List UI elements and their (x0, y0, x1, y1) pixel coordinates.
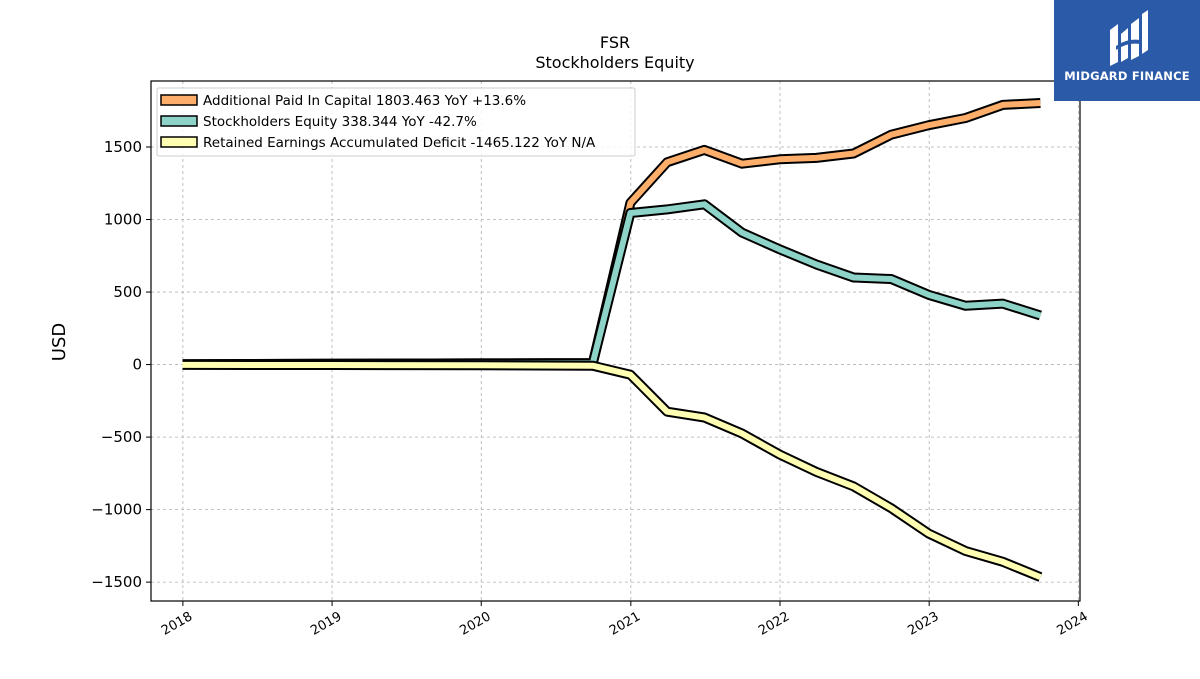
x-tick-label: 2018 (159, 609, 195, 639)
axis-ticks: −1500 −1000 −500 0 500 1000 1500 2018 2019 2020 20… (91, 138, 1090, 639)
series-line-outline (182, 359, 1043, 582)
chart-title: FSR (600, 33, 630, 52)
y-tick-label: 1000 (104, 211, 142, 229)
series-stockholders-equity (182, 199, 1042, 370)
series-retained-earnings-accumulated-deficit (182, 359, 1043, 582)
legend-swatch (160, 136, 198, 148)
y-tick-label: −1000 (91, 501, 142, 519)
legend: Additional Paid In Capital 1803.463 YoY … (156, 87, 636, 157)
grid (151, 81, 1080, 601)
x-tick-label: 2021 (607, 609, 643, 639)
x-tick-label: 2022 (756, 609, 792, 639)
legend-swatch (160, 94, 198, 106)
y-tick-label: −500 (101, 428, 142, 446)
y-tick-label: 0 (132, 356, 142, 374)
series-line (182, 361, 1042, 580)
plot-frame (150, 80, 1081, 602)
legend-box (156, 87, 636, 157)
x-tick-label: 2019 (308, 609, 344, 639)
y-tick-label: 1500 (104, 138, 142, 156)
y-tick-label: −1500 (91, 573, 142, 591)
legend-label: Stockholders Equity 338.344 YoY -42.7% (203, 114, 477, 130)
x-tick-label: 2024 (1055, 609, 1091, 639)
y-tick-label: 500 (113, 283, 142, 301)
x-tick-label: 2023 (905, 609, 941, 639)
legend-swatch (160, 115, 198, 127)
chart-subtitle: Stockholders Equity (535, 53, 694, 72)
midgard-logo-icon (1110, 10, 1148, 66)
legend-label: Additional Paid In Capital 1803.463 YoY … (203, 93, 526, 109)
series-lines (182, 98, 1043, 582)
brand-name: MIDGARD FINANCE (1064, 69, 1190, 83)
legend-label: Retained Earnings Accumulated Deficit -1… (203, 135, 596, 151)
x-tick-label: 2020 (457, 609, 493, 639)
brand-logo: MIDGARD FINANCE (1054, 0, 1200, 101)
y-axis-label: USD (49, 323, 70, 361)
